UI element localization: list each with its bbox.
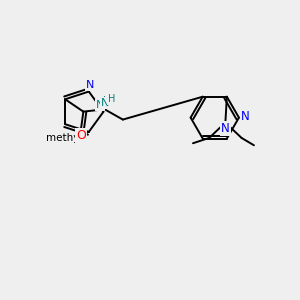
Text: methyl: methyl <box>46 134 82 143</box>
Text: N: N <box>101 98 110 108</box>
Text: N: N <box>86 80 94 90</box>
Text: H: H <box>108 94 116 104</box>
Text: N: N <box>241 110 250 123</box>
Text: H: H <box>103 96 111 106</box>
Text: N: N <box>96 100 104 110</box>
Text: O: O <box>76 129 86 142</box>
Text: N: N <box>221 122 230 135</box>
